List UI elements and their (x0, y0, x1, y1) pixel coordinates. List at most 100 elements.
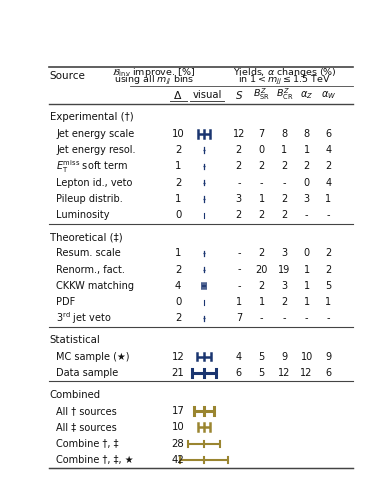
Text: -: - (237, 265, 241, 275)
Text: 8: 8 (281, 129, 287, 139)
Text: -: - (237, 178, 241, 187)
Text: Source: Source (50, 71, 85, 81)
Text: 0: 0 (303, 178, 310, 187)
Text: 4: 4 (175, 281, 181, 291)
Text: All ‡ sources: All ‡ sources (56, 422, 117, 432)
Text: 6: 6 (236, 368, 242, 378)
Text: 19: 19 (278, 265, 290, 275)
Text: 10: 10 (172, 422, 185, 432)
Text: 1: 1 (175, 194, 181, 204)
Text: 2: 2 (175, 265, 181, 275)
Text: 2: 2 (325, 265, 332, 275)
Text: 2: 2 (259, 210, 265, 220)
Text: 2: 2 (325, 161, 332, 171)
Text: 1: 1 (303, 281, 310, 291)
Text: 0: 0 (303, 248, 310, 258)
Text: $\Delta$: $\Delta$ (173, 89, 183, 101)
Text: 3: 3 (281, 281, 287, 291)
Text: 2: 2 (259, 161, 265, 171)
Text: 10: 10 (301, 352, 313, 362)
Text: 28: 28 (172, 438, 185, 449)
Text: 2: 2 (175, 145, 181, 155)
Text: 0: 0 (175, 210, 181, 220)
Text: -: - (327, 210, 330, 220)
Text: 4: 4 (325, 145, 332, 155)
Text: 6: 6 (325, 129, 332, 139)
Text: 6: 6 (325, 368, 332, 378)
Text: $\mathcal{B}_\mathrm{inv}$ improve. [%]: $\mathcal{B}_\mathrm{inv}$ improve. [%] (112, 66, 195, 79)
Text: 12: 12 (278, 368, 290, 378)
Text: 2: 2 (236, 145, 242, 155)
Text: 2: 2 (303, 161, 310, 171)
Text: 2: 2 (259, 281, 265, 291)
Text: 3: 3 (236, 194, 242, 204)
Text: 9: 9 (325, 352, 332, 362)
Text: 7: 7 (259, 129, 265, 139)
Text: $S$: $S$ (235, 89, 243, 101)
Text: Yields, $\alpha$ changes (%): Yields, $\alpha$ changes (%) (232, 66, 336, 79)
Text: 4: 4 (236, 352, 242, 362)
Text: 12: 12 (300, 368, 313, 378)
Text: -: - (237, 281, 241, 291)
Text: 2: 2 (281, 297, 288, 307)
Text: 3: 3 (303, 194, 310, 204)
Text: $E_\mathrm{T}^\mathrm{miss}$ soft term: $E_\mathrm{T}^\mathrm{miss}$ soft term (56, 158, 128, 175)
Text: Pileup distrib.: Pileup distrib. (56, 194, 123, 204)
Text: 12: 12 (172, 352, 185, 362)
Text: -: - (260, 178, 263, 187)
Text: -: - (283, 313, 286, 323)
Text: All † sources: All † sources (56, 406, 117, 416)
Text: 2: 2 (175, 178, 181, 187)
Text: 1: 1 (303, 265, 310, 275)
Text: 1: 1 (175, 248, 181, 258)
Text: Data sample: Data sample (56, 368, 118, 378)
Text: 20: 20 (256, 265, 268, 275)
Text: Combine †, ‡, ★: Combine †, ‡, ★ (56, 455, 134, 465)
Text: -: - (305, 313, 309, 323)
Text: Combined: Combined (50, 390, 101, 400)
Text: 2: 2 (325, 248, 332, 258)
Text: 17: 17 (172, 406, 185, 416)
Text: -: - (260, 313, 263, 323)
Text: 2: 2 (259, 248, 265, 258)
Text: 1: 1 (325, 297, 332, 307)
Text: 9: 9 (281, 352, 287, 362)
Text: -: - (237, 248, 241, 258)
Text: CKKW matching: CKKW matching (56, 281, 134, 291)
Text: Jet energy scale: Jet energy scale (56, 129, 134, 139)
Text: $\alpha_Z$: $\alpha_Z$ (300, 89, 313, 101)
Text: 0: 0 (175, 297, 181, 307)
Text: 5: 5 (259, 368, 265, 378)
Text: 1: 1 (259, 194, 265, 204)
Text: $\alpha_W$: $\alpha_W$ (321, 89, 336, 101)
Text: visual: visual (192, 90, 221, 100)
Text: -: - (283, 178, 286, 187)
Text: 4: 4 (325, 178, 332, 187)
Text: 1: 1 (259, 297, 265, 307)
Text: $B^{Z}_\mathrm{CR}$: $B^{Z}_\mathrm{CR}$ (276, 87, 293, 102)
Text: using all $m_{jj}$ bins: using all $m_{jj}$ bins (114, 74, 194, 88)
Text: 12: 12 (233, 129, 245, 139)
Text: 0: 0 (259, 145, 265, 155)
Text: Jet energy resol.: Jet energy resol. (56, 145, 136, 155)
Text: 21: 21 (172, 368, 185, 378)
Text: 8: 8 (303, 129, 310, 139)
Text: 1: 1 (303, 297, 310, 307)
Text: 2: 2 (281, 161, 288, 171)
Text: 1: 1 (281, 145, 287, 155)
Text: 2: 2 (236, 161, 242, 171)
Text: Lepton id., veto: Lepton id., veto (56, 178, 132, 187)
Text: $3^\mathrm{rd}$ jet veto: $3^\mathrm{rd}$ jet veto (56, 310, 112, 326)
Text: -: - (327, 313, 330, 323)
Text: PDF: PDF (56, 297, 76, 307)
Text: 1: 1 (175, 161, 181, 171)
Text: Resum. scale: Resum. scale (56, 248, 121, 258)
Text: Renorm., fact.: Renorm., fact. (56, 265, 125, 275)
Text: $B^{Z}_\mathrm{SR}$: $B^{Z}_\mathrm{SR}$ (253, 87, 270, 102)
Text: 2: 2 (175, 313, 181, 323)
Text: -: - (305, 210, 309, 220)
Text: 42: 42 (172, 455, 185, 465)
Text: 2: 2 (281, 210, 288, 220)
Text: 3: 3 (281, 248, 287, 258)
Text: in 1$<$$m_{jj}$$\leq$1.5 TeV: in 1$<$$m_{jj}$$\leq$1.5 TeV (238, 74, 331, 88)
